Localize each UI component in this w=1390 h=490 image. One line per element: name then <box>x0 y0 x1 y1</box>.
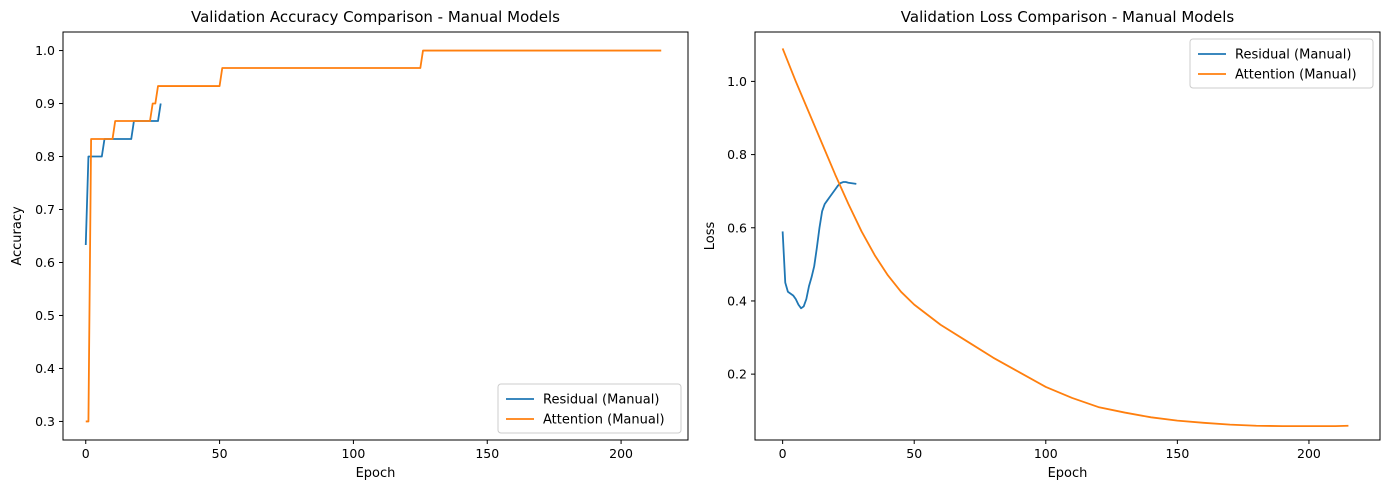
y-tick-label: 0.3 <box>35 414 55 429</box>
chart-title: Validation Accuracy Comparison - Manual … <box>191 8 560 26</box>
x-tick-label: 50 <box>212 446 228 461</box>
y-axis-label: Accuracy <box>10 206 25 266</box>
y-tick-label: 0.7 <box>35 202 55 217</box>
chart-panel-2: Validation Loss Comparison - Manual Mode… <box>703 8 1381 481</box>
legend-label-attention: Attention (Manual) <box>1235 68 1357 83</box>
plot-frame <box>754 31 1381 441</box>
x-tick-label: 0 <box>82 446 90 461</box>
y-tick-label: 1.0 <box>35 43 55 58</box>
x-tick-label: 150 <box>475 446 499 461</box>
series-line-residual <box>84 103 162 246</box>
legend-label-attention: Attention (Manual) <box>543 413 665 428</box>
x-tick-label: 100 <box>341 446 365 461</box>
y-tick-label: 0.4 <box>727 293 747 308</box>
legend: Residual (Manual) Attention (Manual) <box>1189 38 1374 89</box>
y-tick-label: 0.6 <box>35 255 55 270</box>
y-tick-label: 0.8 <box>727 147 747 162</box>
y-axis-label: Loss <box>703 222 718 251</box>
legend-box <box>1189 38 1374 89</box>
legend-box <box>497 383 682 434</box>
legend-label-residual: Residual (Manual) <box>1235 48 1351 63</box>
chart-panel-1: Validation Accuracy Comparison - Manual … <box>10 8 689 481</box>
y-tick-label: 0.5 <box>35 308 55 323</box>
y-tick-label: 0.4 <box>35 361 55 376</box>
x-tick-label: 150 <box>1165 446 1189 461</box>
y-tick-label: 0.8 <box>35 149 55 164</box>
y-tick-label: 0.2 <box>727 367 747 382</box>
y-tick-label: 0.9 <box>35 96 55 111</box>
x-tick-label: 50 <box>906 446 922 461</box>
chart-title: Validation Loss Comparison - Manual Mode… <box>901 8 1235 26</box>
series-line-attention <box>85 49 662 423</box>
y-tick-label: 1.0 <box>727 74 747 89</box>
x-axis-label: Epoch <box>356 466 396 481</box>
series-line-attention <box>781 48 1349 427</box>
x-tick-label: 200 <box>609 446 633 461</box>
plot-frame <box>62 31 689 441</box>
x-axis-label: Epoch <box>1048 466 1088 481</box>
legend: Residual (Manual) Attention (Manual) <box>497 383 682 434</box>
x-tick-label: 100 <box>1034 446 1058 461</box>
y-tick-label: 0.6 <box>727 220 747 235</box>
legend-label-residual: Residual (Manual) <box>543 393 659 408</box>
x-tick-label: 0 <box>779 446 787 461</box>
series-line-residual <box>781 181 857 310</box>
x-tick-label: 200 <box>1297 446 1321 461</box>
